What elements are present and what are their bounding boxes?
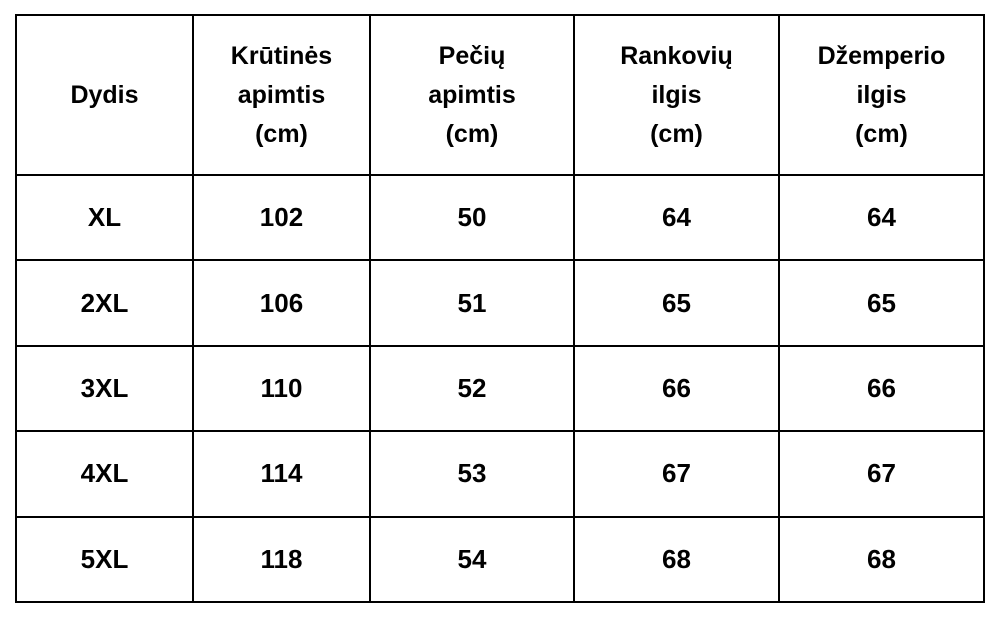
header-text: Rankovių (620, 41, 733, 70)
value-cell: 64 (573, 173, 780, 262)
value-cell: 114 (192, 430, 371, 518)
table-row: 2XL 106 51 65 65 (15, 259, 985, 347)
header-chest: Krūtinės apimtis (cm) (192, 14, 371, 176)
value-cell: 68 (778, 515, 985, 604)
size-table: Dydis Krūtinės apimtis (cm) Pečių apimtis (c… (15, 14, 985, 604)
value-cell: 106 (192, 259, 371, 347)
table-row: XL 102 50 64 64 (15, 173, 985, 262)
value-cell: 64 (778, 173, 985, 262)
header-text: (cm) (855, 119, 908, 148)
header-shoulders: Pečių apimtis (cm) (369, 14, 575, 176)
header-text: apimtis (237, 80, 326, 109)
value-cell: 67 (573, 430, 780, 518)
table-row: 3XL 110 52 66 66 (15, 344, 985, 433)
value-cell: 53 (369, 430, 575, 518)
header-text: Krūtinės (230, 41, 333, 70)
value-cell: 118 (192, 515, 371, 604)
header-text: (cm) (445, 119, 499, 148)
size-cell: 2XL (15, 259, 194, 347)
header-row: Dydis Krūtinės apimtis (cm) Pečių apimtis (c… (15, 14, 985, 176)
value-cell: 110 (192, 344, 371, 433)
size-cell: XL (15, 173, 194, 262)
table-row: 5XL 118 54 68 68 (15, 515, 985, 604)
header-text: Pečių (438, 41, 506, 70)
value-cell: 68 (573, 515, 780, 604)
header-size: Dydis (15, 14, 194, 176)
size-cell: 3XL (15, 344, 194, 433)
header-sleeve: Rankovių ilgis (cm) (573, 14, 780, 176)
value-cell: 54 (369, 515, 575, 604)
header-text: (cm) (255, 119, 308, 148)
table-row: 4XL 114 53 67 67 (15, 430, 985, 518)
value-cell: 66 (778, 344, 985, 433)
size-cell: 4XL (15, 430, 194, 518)
header-text: ilgis (651, 80, 702, 109)
value-cell: 65 (778, 259, 985, 347)
value-cell: 67 (778, 430, 985, 518)
size-cell: 5XL (15, 515, 194, 604)
value-cell: 66 (573, 344, 780, 433)
header-text: ilgis (856, 80, 907, 109)
value-cell: 52 (369, 344, 575, 433)
value-cell: 102 (192, 173, 371, 262)
value-cell: 65 (573, 259, 780, 347)
value-cell: 51 (369, 259, 575, 347)
header-text: (cm) (650, 119, 703, 148)
header-text: Džemperio (817, 41, 946, 70)
header-text: Dydis (70, 80, 139, 109)
value-cell: 50 (369, 173, 575, 262)
header-text: apimtis (428, 80, 516, 109)
header-length: Džemperio ilgis (cm) (778, 14, 985, 176)
